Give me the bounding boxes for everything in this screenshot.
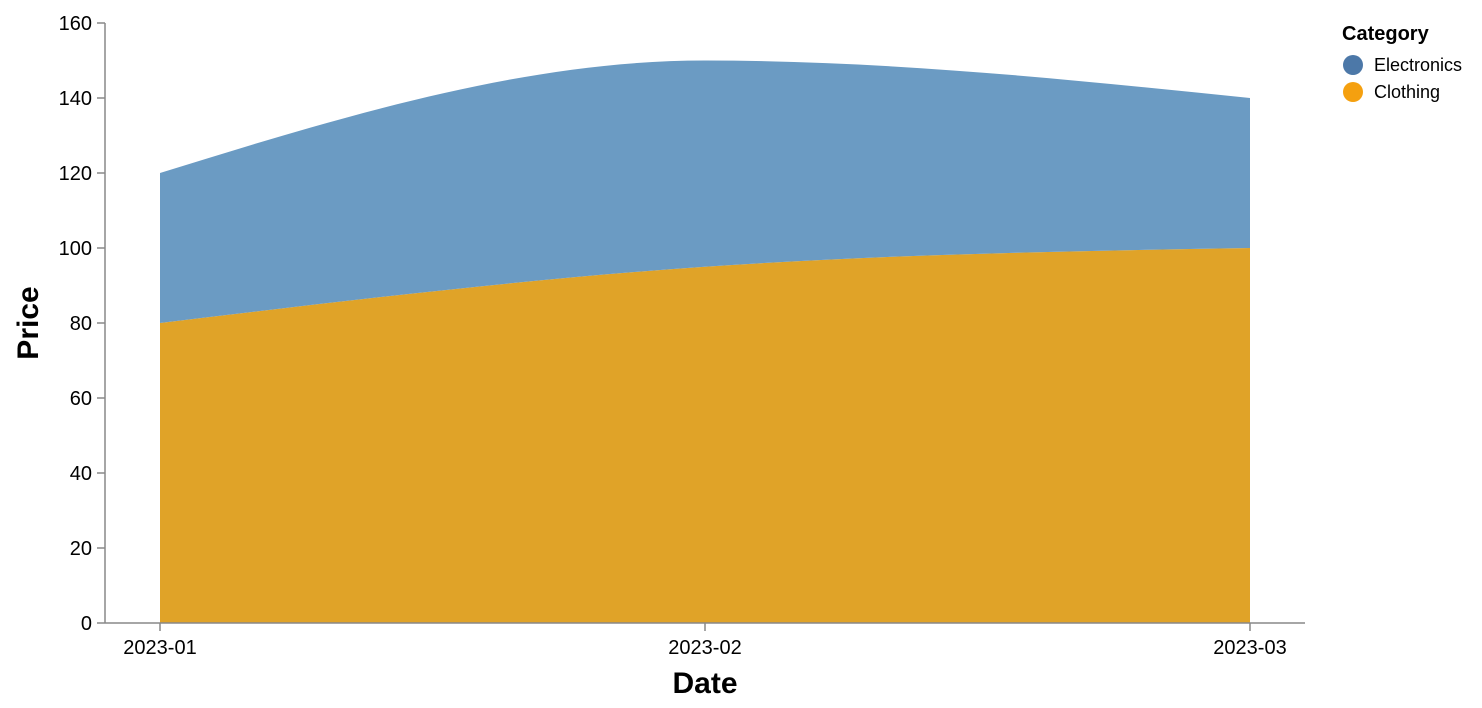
y-tick-label: 140 (59, 88, 92, 110)
legend-swatch-electronics (1343, 55, 1363, 75)
legend-title: Category (1342, 23, 1430, 45)
y-tick-label: 120 (59, 163, 92, 185)
legend-label-clothing: Clothing (1374, 82, 1440, 102)
legend-label-electronics: Electronics (1374, 55, 1462, 75)
x-tick-label: 2023-01 (123, 637, 196, 659)
x-tick-label: 2023-02 (668, 637, 741, 659)
legend-items: Electronics Clothing (1343, 55, 1462, 102)
y-axis-ticks: 0 20 40 60 80 100 120 140 160 (59, 13, 105, 635)
x-axis-title: Date (672, 667, 737, 700)
legend-swatch-clothing (1343, 82, 1363, 102)
y-axis-title: Price (12, 286, 45, 359)
y-tick-label: 100 (59, 238, 92, 260)
area-clothing (160, 248, 1250, 623)
y-tick-label: 60 (70, 388, 92, 410)
y-tick-label: 20 (70, 538, 92, 560)
y-tick-label: 80 (70, 313, 92, 335)
area-electronics (160, 60, 1250, 323)
x-axis-ticks: 2023-01 2023-02 2023-03 (123, 623, 1287, 659)
legend: Category Electronics Clothing (1342, 23, 1462, 102)
area-series-group (160, 60, 1250, 623)
y-tick-label: 0 (81, 613, 92, 635)
y-tick-label: 40 (70, 463, 92, 485)
x-tick-label: 2023-03 (1213, 637, 1286, 659)
y-tick-label: 160 (59, 13, 92, 35)
